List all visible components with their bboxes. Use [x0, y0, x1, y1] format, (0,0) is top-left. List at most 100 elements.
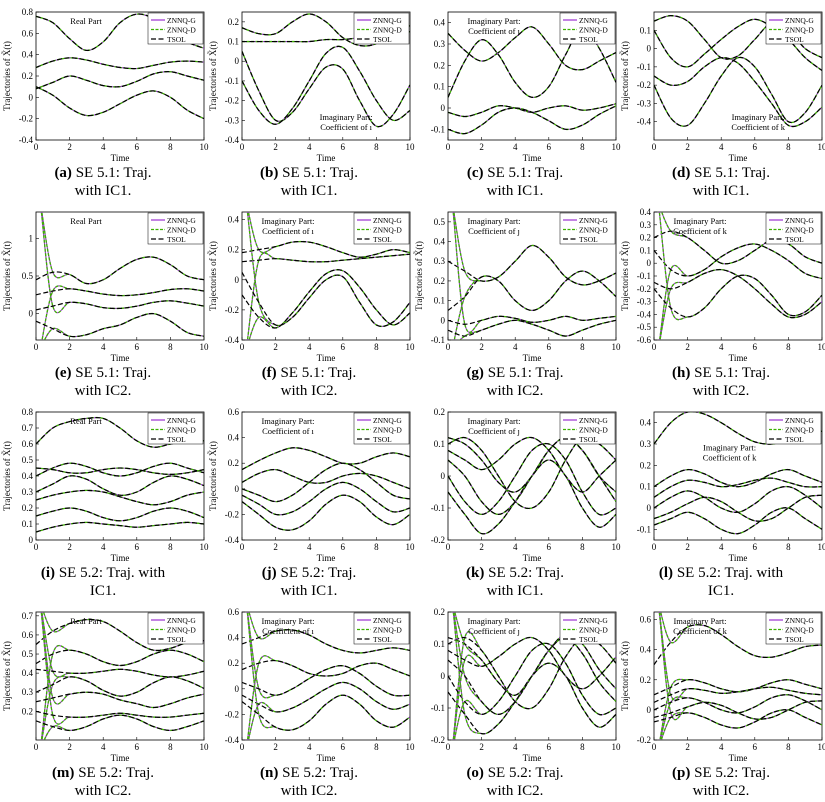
y-axis-label: Trajectories of X̃(t) — [208, 441, 218, 511]
series-line-znnq-d — [448, 438, 616, 493]
legend-label: TSOL — [579, 35, 598, 44]
y-tick-label: 0.2 — [434, 60, 445, 70]
legend-label: ZNNQ-D — [785, 426, 814, 435]
series-line-znnq-g — [36, 87, 204, 119]
legend-label: ZNNQ-D — [373, 26, 402, 35]
x-tick-label: 4 — [307, 542, 312, 552]
series-line-znnq-d — [654, 478, 822, 497]
y-tick-label: 0.2 — [434, 276, 445, 286]
y-tick-label: 0.1 — [434, 82, 445, 92]
subfigure-caption: (a) SE 5.1: Traj.with IC1. — [0, 164, 206, 200]
x-tick-label: 10 — [818, 742, 825, 752]
y-tick-label: -0.2 — [225, 305, 239, 315]
y-tick-label: -0.1 — [431, 503, 445, 513]
x-tick-label: 0 — [240, 742, 245, 752]
panel-annotation: Imaginary Part: — [261, 616, 314, 626]
x-tick-label: 2 — [685, 342, 690, 352]
x-tick-label: 0 — [34, 342, 39, 352]
legend-label: ZNNQ-D — [373, 626, 402, 635]
x-tick-label: 2 — [273, 342, 278, 352]
legend-label: TSOL — [167, 35, 186, 44]
caption-label: (a) — [54, 165, 72, 181]
series-line-tsol — [448, 104, 616, 117]
y-tick-label: 1 — [29, 233, 34, 243]
series-line-znnq-g — [448, 438, 616, 493]
series-line-znnq-d — [36, 490, 204, 504]
series-line-tsol — [448, 437, 616, 509]
legend-label: ZNNQ-G — [785, 416, 814, 425]
x-tick-label: 4 — [719, 742, 724, 752]
x-tick-label: 6 — [753, 142, 758, 152]
panel-annotation: Coefficient of k — [673, 626, 727, 636]
y-tick-label: -0.4 — [19, 135, 34, 145]
x-tick-label: 0 — [652, 742, 657, 752]
caption-label: (o) — [466, 765, 484, 781]
series-line-tsol — [36, 692, 204, 707]
y-tick-label: 0 — [235, 56, 240, 66]
y-tick-label: 0 — [647, 503, 652, 513]
series-line-tsol — [448, 663, 616, 734]
caption-text-line-1: SE 5.1: Traj. — [488, 365, 564, 381]
series-line-tsol — [242, 666, 410, 696]
legend-label: ZNNQ-G — [785, 616, 814, 625]
x-tick-label: 4 — [513, 542, 518, 552]
x-tick-label: 0 — [446, 342, 451, 352]
x-tick-label: 0 — [446, 742, 451, 752]
x-tick-label: 4 — [101, 542, 106, 552]
legend-label: ZNNQ-D — [579, 226, 608, 235]
legend-label: TSOL — [785, 35, 804, 44]
panel-annotation: Coefficient of k — [673, 226, 727, 236]
series-line-znnq-d — [448, 643, 616, 770]
x-tick-label: 6 — [753, 742, 758, 752]
x-tick-label: 6 — [135, 142, 140, 152]
x-tick-label: 8 — [786, 742, 791, 752]
y-tick-label: 0.6 — [22, 28, 34, 38]
x-tick-label: 0 — [34, 142, 39, 152]
legend-label: ZNNQ-D — [579, 626, 608, 635]
x-axis-label: Time — [523, 553, 542, 563]
y-tick-label: 0.6 — [22, 439, 34, 449]
y-tick-label: 0.2 — [228, 245, 239, 255]
series-line-tsol — [654, 478, 822, 497]
caption-text-line-1: SE 5.2: Traj. with — [59, 565, 165, 581]
x-tick-label: 6 — [547, 142, 552, 152]
series-line-znnq-g — [654, 244, 822, 370]
x-tick-label: 10 — [818, 142, 825, 152]
y-tick-label: 0.6 — [228, 607, 240, 617]
series-line-tsol — [242, 270, 410, 328]
caption-label: (f) — [262, 365, 277, 381]
caption-label: (l) — [659, 565, 673, 581]
legend-label: TSOL — [373, 635, 392, 644]
y-tick-label: 0.6 — [228, 407, 240, 417]
legend-label: TSOL — [373, 435, 392, 444]
y-tick-label: -0.1 — [637, 524, 651, 534]
y-tick-label: 0.4 — [228, 215, 240, 225]
caption-text-line-2: with IC1. — [618, 182, 824, 200]
y-tick-label: -0.3 — [225, 115, 240, 125]
caption-text-line-1: SE 5.1: Traj. — [75, 365, 151, 381]
y-tick-label: 0.1 — [640, 25, 651, 35]
legend-label: ZNNQ-D — [167, 626, 196, 635]
series-line-znnq-d — [448, 437, 616, 492]
y-tick-label: 0 — [235, 484, 240, 494]
y-tick-label: -0.4 — [225, 735, 240, 745]
series-line-tsol — [448, 245, 616, 285]
x-tick-label: 6 — [135, 342, 140, 352]
caption-text-line-2: with IC2. — [412, 382, 618, 400]
panel-annotation: Real Part — [70, 416, 102, 426]
y-tick-label: 0.3 — [22, 687, 34, 697]
series-line-znnq-d — [242, 448, 410, 470]
series-line-znnq-d — [36, 522, 204, 532]
y-tick-label: -0.4 — [225, 335, 240, 345]
series-line-znnq-d — [242, 495, 410, 530]
legend-label: ZNNQ-G — [373, 16, 402, 25]
x-tick-label: 6 — [547, 342, 552, 352]
series-line-znnq-g — [242, 495, 410, 530]
y-tick-label: 0.2 — [22, 706, 33, 716]
